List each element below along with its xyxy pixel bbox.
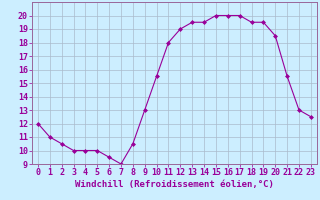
X-axis label: Windchill (Refroidissement éolien,°C): Windchill (Refroidissement éolien,°C) bbox=[75, 180, 274, 189]
